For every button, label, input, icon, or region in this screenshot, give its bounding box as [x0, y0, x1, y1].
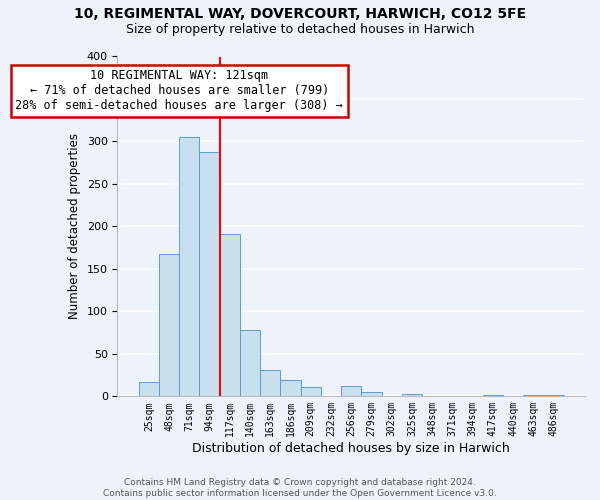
Bar: [361, 392, 382, 396]
Bar: [280, 380, 301, 396]
Bar: [159, 254, 179, 396]
Bar: [402, 394, 422, 396]
Y-axis label: Number of detached properties: Number of detached properties: [68, 134, 81, 320]
Bar: [260, 370, 280, 396]
Text: 10 REGIMENTAL WAY: 121sqm
← 71% of detached houses are smaller (799)
28% of semi: 10 REGIMENTAL WAY: 121sqm ← 71% of detac…: [16, 69, 343, 112]
Bar: [483, 394, 503, 396]
Bar: [544, 394, 564, 396]
Bar: [301, 387, 321, 396]
Bar: [240, 330, 260, 396]
Text: Contains HM Land Registry data © Crown copyright and database right 2024.
Contai: Contains HM Land Registry data © Crown c…: [103, 478, 497, 498]
Text: Size of property relative to detached houses in Harwich: Size of property relative to detached ho…: [126, 22, 474, 36]
X-axis label: Distribution of detached houses by size in Harwich: Distribution of detached houses by size …: [193, 442, 510, 455]
Bar: [341, 386, 361, 396]
Bar: [199, 152, 220, 396]
Bar: [523, 394, 544, 396]
Text: 10, REGIMENTAL WAY, DOVERCOURT, HARWICH, CO12 5FE: 10, REGIMENTAL WAY, DOVERCOURT, HARWICH,…: [74, 8, 526, 22]
Bar: [179, 137, 199, 396]
Bar: [139, 382, 159, 396]
Bar: [220, 234, 240, 396]
